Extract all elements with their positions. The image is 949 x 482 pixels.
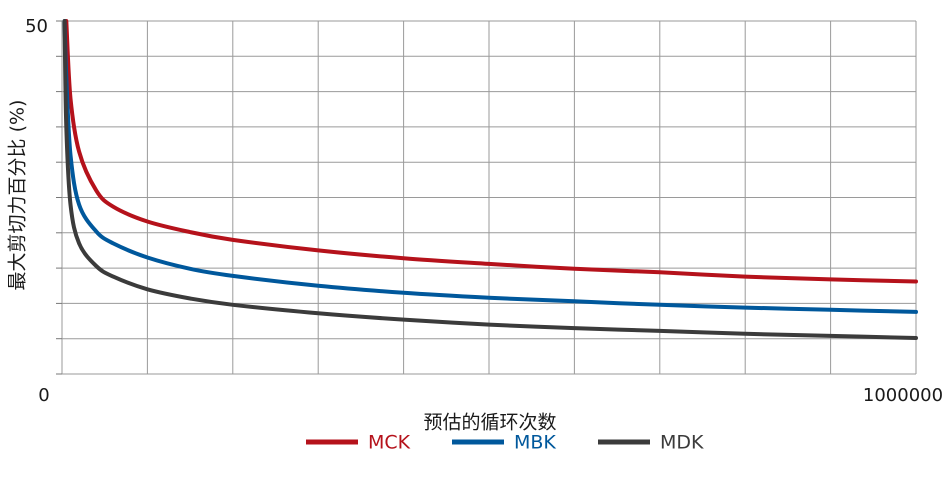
series-line-mbk — [62, 19, 918, 314]
x-tick-label-min: 0 — [38, 385, 49, 406]
series-line-mck — [64, 19, 918, 284]
legend-item-mdk: MDK — [598, 432, 704, 454]
legend-label-mck: MCK — [368, 432, 411, 454]
legend-item-mck: MCK — [306, 432, 411, 454]
legend: MCK MBK MDK — [306, 432, 704, 454]
y-tick-label-max: 50 — [25, 16, 48, 37]
y-axis-title: 最大剪切力百分比 (%) — [7, 100, 29, 291]
plot-area — [62, 19, 918, 340]
legend-label-mbk: MBK — [514, 432, 556, 454]
x-axis-title: 预估的循环次数 — [423, 412, 556, 434]
legend-label-mdk: MDK — [660, 432, 704, 454]
x-tick-label-max: 1000000 — [863, 385, 943, 406]
series-line-mdk — [62, 19, 918, 340]
legend-item-mbk: MBK — [452, 432, 556, 454]
grid — [56, 20, 917, 375]
axes: 50 0 1000000 预估的循环次数 最大剪切力百分比 (%) — [7, 16, 944, 434]
